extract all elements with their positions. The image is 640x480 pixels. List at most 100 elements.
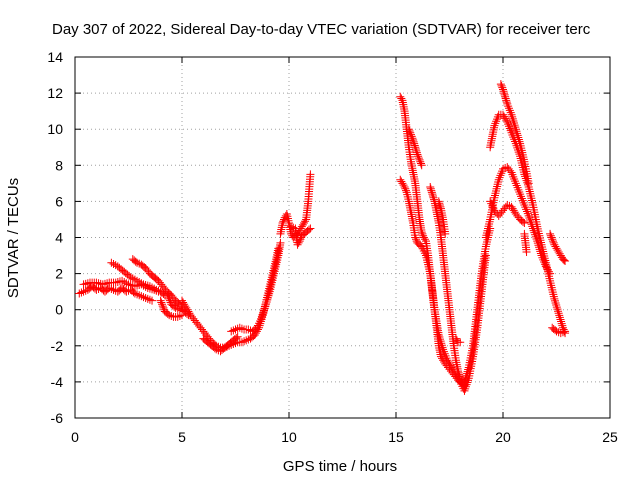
data-point <box>509 206 518 215</box>
data-point <box>424 260 433 269</box>
y-tick-label: 4 <box>55 230 63 246</box>
data-point <box>525 187 534 196</box>
data-point <box>415 155 424 164</box>
data-point <box>547 233 556 242</box>
data-point <box>98 280 107 289</box>
data-point <box>547 281 556 290</box>
data-point <box>462 371 471 380</box>
plot-frame <box>74 56 611 419</box>
data-point <box>520 201 529 210</box>
data-point <box>438 343 447 352</box>
data-point <box>461 382 470 391</box>
data-point <box>409 137 418 146</box>
data-point <box>456 338 465 347</box>
data-point <box>550 296 559 305</box>
data-point <box>454 367 463 376</box>
data-point <box>130 289 139 298</box>
data-point <box>416 157 425 166</box>
data-point <box>145 295 154 304</box>
data-point <box>511 123 520 132</box>
data-point <box>522 247 531 256</box>
data-point <box>495 173 504 182</box>
data-point <box>463 367 472 376</box>
data-point <box>260 304 269 313</box>
x-tick-label: 5 <box>178 429 186 445</box>
data-point <box>296 235 305 244</box>
data-point <box>410 141 419 150</box>
data-point <box>235 323 244 332</box>
data-point <box>548 285 557 294</box>
series-arc-9 <box>227 238 285 336</box>
data-point <box>425 265 434 274</box>
data-point <box>551 242 560 251</box>
y-tick-label: 12 <box>47 85 63 101</box>
data-point <box>100 279 109 288</box>
data-point <box>135 278 144 287</box>
data-point <box>131 257 140 266</box>
data-point <box>259 308 268 317</box>
data-point <box>553 246 562 255</box>
data-point <box>508 170 517 179</box>
data-point <box>436 337 445 346</box>
data-point <box>545 274 554 283</box>
data-point <box>554 307 563 316</box>
data-point <box>497 81 506 90</box>
data-point <box>558 255 567 264</box>
data-point <box>405 127 414 136</box>
data-point <box>555 313 564 322</box>
x-tick-label: 0 <box>71 429 79 445</box>
data-point <box>399 181 408 190</box>
data-point <box>493 115 502 124</box>
data-point <box>544 270 553 279</box>
data-point <box>401 184 410 193</box>
data-point <box>416 159 425 168</box>
x-axis-label: GPS time / hours <box>283 458 397 475</box>
data-point <box>497 169 506 178</box>
data-point <box>419 233 428 242</box>
x-tick-label: 15 <box>388 429 404 445</box>
data-point <box>261 302 270 311</box>
data-point <box>518 217 527 226</box>
data-point <box>397 177 406 186</box>
data-point <box>418 229 427 238</box>
data-point <box>447 363 456 372</box>
data-point <box>429 193 438 202</box>
data-point <box>482 238 491 247</box>
data-point <box>265 289 274 298</box>
data-point <box>173 312 182 321</box>
data-point <box>424 262 433 271</box>
grid-lines <box>75 57 610 418</box>
data-point <box>556 315 565 324</box>
tick-labels: 0 5 10 15 20 25 -6 -4 -2 0 2 4 6 8 10 12 14 <box>47 49 618 445</box>
data-point <box>546 231 555 240</box>
data-point <box>403 192 412 201</box>
data-point <box>229 326 238 335</box>
data-point <box>183 305 192 314</box>
data-point <box>549 292 558 301</box>
data-point <box>133 258 142 267</box>
data-point <box>516 190 525 199</box>
data-point <box>133 276 142 285</box>
data-point <box>426 182 435 191</box>
data-point <box>451 334 460 343</box>
data-point <box>139 293 148 302</box>
data-point <box>516 192 525 201</box>
data-point <box>504 122 513 131</box>
data-point <box>504 102 513 111</box>
data-point <box>556 251 565 260</box>
data-point <box>435 333 444 342</box>
data-point <box>429 195 438 204</box>
y-tick-label: 8 <box>55 157 63 173</box>
data-point <box>414 154 423 163</box>
series-arc-5 <box>163 289 193 320</box>
data-point <box>262 300 271 309</box>
data-point <box>81 279 90 288</box>
data-point <box>412 146 421 155</box>
series-arc-24 <box>548 323 570 338</box>
data-point <box>130 275 139 284</box>
data-point <box>212 345 221 354</box>
data-point <box>506 126 515 135</box>
data-point <box>529 226 538 235</box>
data-point <box>178 296 186 305</box>
